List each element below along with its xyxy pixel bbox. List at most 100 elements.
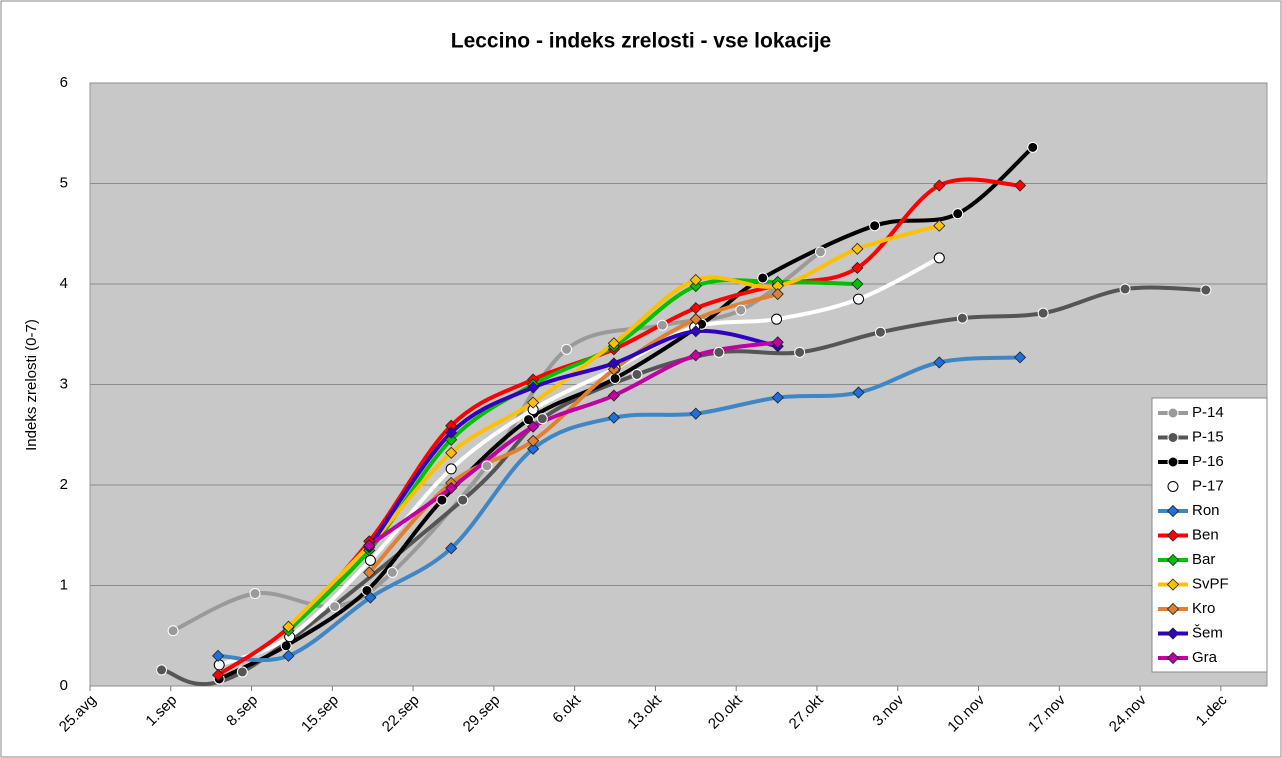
marker <box>457 494 469 506</box>
marker <box>445 446 458 459</box>
marker <box>1119 283 1131 295</box>
legend-label: Ben <box>1192 526 1219 543</box>
marker <box>933 252 945 264</box>
marker <box>771 287 784 301</box>
legend-label: P-14 <box>1192 404 1224 421</box>
marker <box>1166 504 1180 518</box>
marker <box>445 463 457 475</box>
marker <box>933 356 946 369</box>
marker <box>386 566 398 578</box>
marker <box>1013 351 1027 364</box>
marker <box>952 208 964 220</box>
marker <box>481 460 493 472</box>
y-axis-title: Indeks zrelosti (0-7) <box>23 319 40 451</box>
marker <box>689 349 702 362</box>
marker <box>1166 578 1180 591</box>
marker <box>282 649 295 662</box>
marker <box>794 346 806 358</box>
marker <box>869 220 881 232</box>
marker <box>1200 284 1212 296</box>
marker <box>1167 481 1179 492</box>
marker <box>874 326 886 338</box>
marker <box>167 625 179 637</box>
marker <box>1167 456 1179 468</box>
marker <box>1166 602 1180 616</box>
marker <box>689 313 702 326</box>
marker <box>527 396 540 409</box>
marker <box>814 246 826 258</box>
marker <box>1027 141 1039 153</box>
marker <box>213 659 225 671</box>
marker <box>236 666 248 678</box>
series-line <box>218 256 941 667</box>
marker <box>527 442 540 455</box>
marker <box>1037 307 1049 319</box>
y-tick-label: 2 <box>60 476 68 493</box>
marker <box>212 649 225 662</box>
marker <box>156 664 168 676</box>
marker <box>771 391 784 404</box>
marker <box>607 411 620 424</box>
y-tick-label: 3 <box>60 375 68 392</box>
marker <box>852 386 865 399</box>
marker <box>363 539 376 552</box>
marker <box>956 312 968 324</box>
series-line <box>368 340 779 547</box>
marker <box>436 494 448 506</box>
marker <box>364 591 377 604</box>
y-tick-label: 5 <box>60 174 68 191</box>
legend-label: P-17 <box>1192 477 1224 494</box>
marker <box>1166 529 1180 542</box>
marker <box>536 413 548 425</box>
legend-label: P-15 <box>1192 428 1224 445</box>
marker <box>771 313 783 325</box>
marker <box>851 242 864 255</box>
marker <box>851 261 864 274</box>
marker <box>329 601 341 613</box>
legend-label: Gra <box>1192 649 1218 666</box>
legend-label: Kro <box>1192 600 1215 617</box>
marker <box>445 481 458 495</box>
marker <box>445 426 458 439</box>
y-tick-label: 6 <box>60 74 68 91</box>
marker <box>212 668 225 682</box>
marker <box>445 433 458 446</box>
marker <box>771 336 784 349</box>
marker <box>561 343 573 355</box>
marker <box>1166 651 1180 665</box>
marker <box>656 319 668 331</box>
marker <box>249 588 261 600</box>
marker <box>527 434 540 447</box>
marker <box>689 273 702 287</box>
y-tick-label: 1 <box>60 576 68 593</box>
marker <box>445 542 458 555</box>
marker <box>607 357 620 370</box>
marker <box>933 219 946 232</box>
marker <box>851 277 864 291</box>
y-tick-label: 4 <box>60 275 68 292</box>
marker <box>1013 179 1027 192</box>
marker <box>280 640 292 652</box>
marker <box>282 620 295 633</box>
legend-label: Bar <box>1192 551 1215 568</box>
marker <box>363 566 376 579</box>
marker <box>1167 432 1179 443</box>
y-tick-label: 0 <box>60 677 68 694</box>
marker <box>609 372 621 384</box>
marker <box>1166 627 1180 640</box>
marker <box>713 346 725 358</box>
marker <box>1166 553 1180 567</box>
marker <box>364 554 376 566</box>
marker <box>607 389 620 402</box>
marker <box>757 272 769 284</box>
marker <box>689 325 702 338</box>
legend-label: Šem <box>1192 624 1223 641</box>
marker <box>607 337 620 350</box>
marker <box>527 420 540 433</box>
chart-title: Leccino - indeks zrelosti - vse lokacije <box>451 30 831 53</box>
legend-label: SvPF <box>1192 575 1229 592</box>
marker <box>689 407 702 420</box>
marker <box>853 293 865 305</box>
marker <box>735 304 747 316</box>
